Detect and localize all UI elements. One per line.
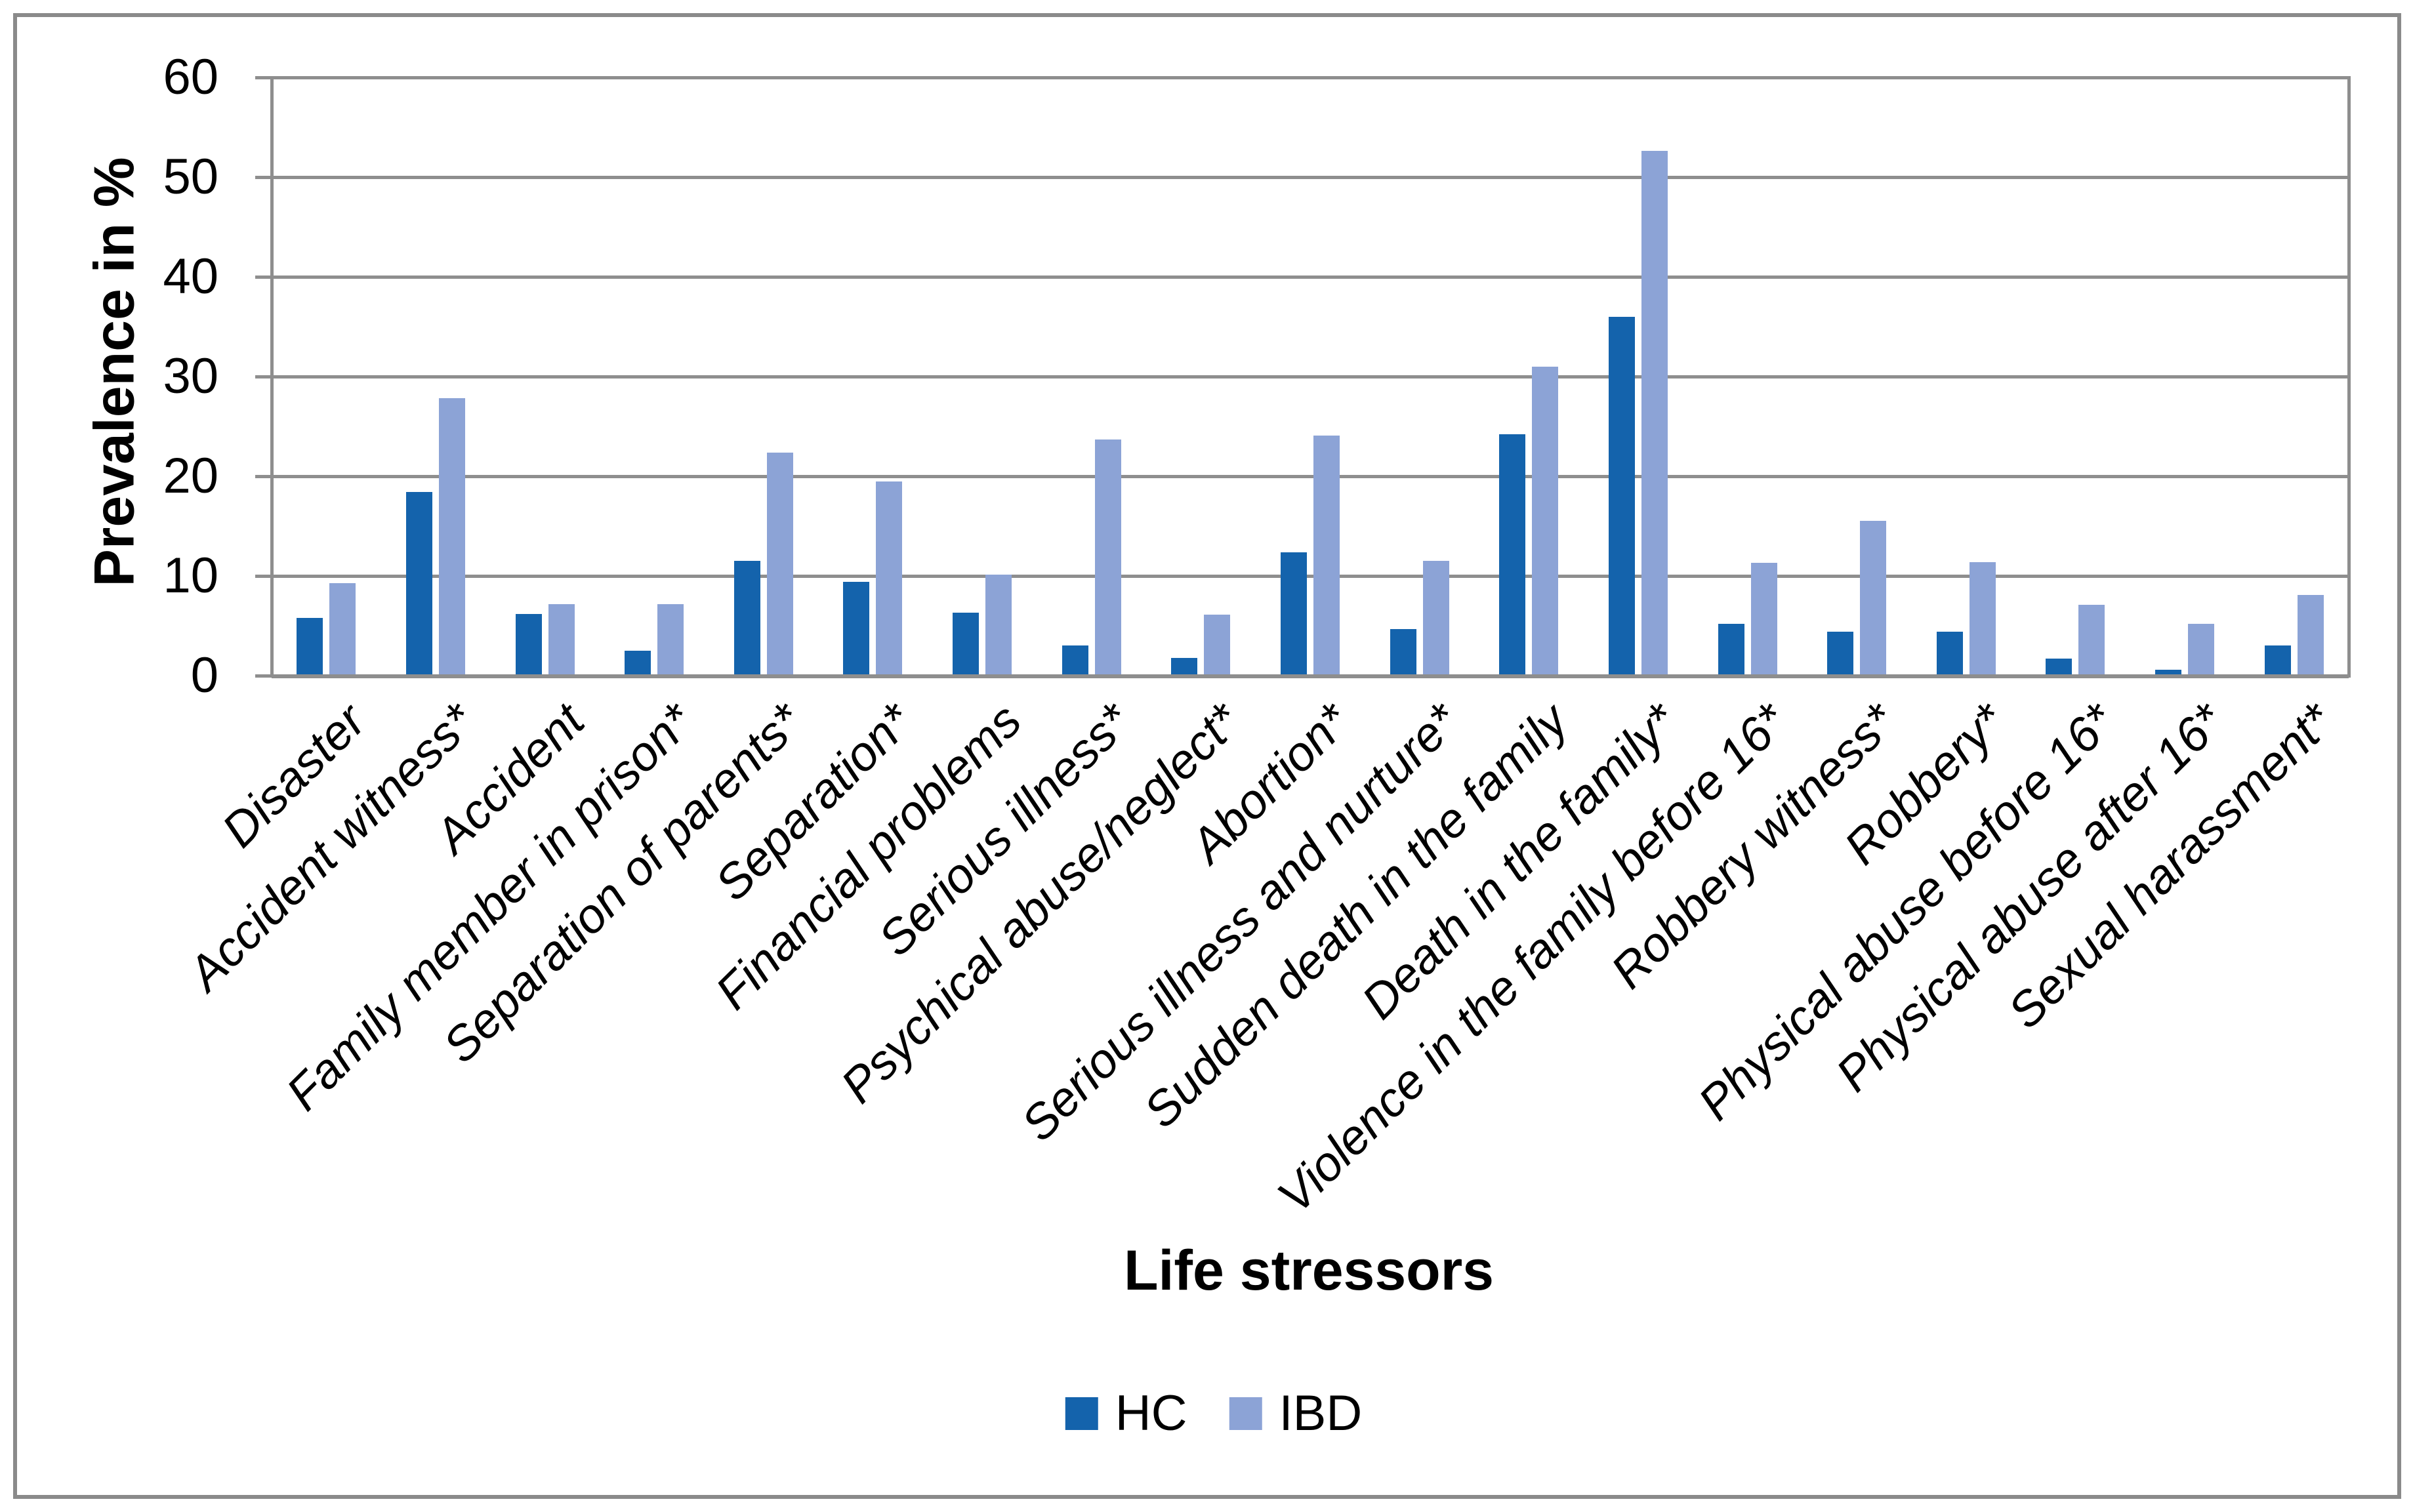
bar-ibd-4 [766,452,793,676]
bar-hc-3 [625,651,651,676]
gridline [272,176,2349,179]
bar-ibd-10 [1422,561,1449,676]
gridline [272,575,2349,578]
y-tick-mark [255,575,272,578]
bar-ibd-9 [1313,435,1340,676]
y-tick-mark [255,375,272,378]
bar-hc-9 [1281,552,1307,676]
bar-ibd-12 [1641,151,1668,676]
y-tick-label: 0 [190,647,218,703]
bar-ibd-18 [2297,594,2324,676]
bar-ibd-3 [657,603,684,676]
x-axis-line [272,674,2349,678]
bar-ibd-11 [1532,366,1559,676]
y-tick-mark [255,176,272,179]
bar-ibd-6 [985,575,1012,676]
y-tick-label: 50 [163,149,218,205]
gridline [272,276,2349,279]
legend-label-ibd: IBD [1279,1385,1363,1441]
bar-ibd-17 [2188,623,2215,676]
legend-label-hc: HC [1115,1385,1187,1441]
bar-hc-4 [733,561,760,676]
gridline [272,76,2349,79]
y-tick-label: 30 [163,348,218,404]
gridline [272,475,2349,478]
bar-ibd-2 [548,603,575,676]
y-axis-line [270,76,274,678]
bar-hc-16 [2046,659,2073,676]
bar-hc-12 [1608,316,1635,676]
bar-hc-18 [2264,645,2291,676]
bar-hc-15 [1936,632,1963,676]
legend-item-hc: HC [1065,1387,1187,1440]
bar-ibd-0 [329,582,356,676]
bar-ibd-7 [1094,439,1121,676]
legend-swatch-ibd [1229,1397,1262,1430]
bar-ibd-5 [876,481,903,676]
y-tick-label: 10 [163,548,218,603]
legend-item-ibd: IBD [1229,1385,1363,1441]
bar-hc-17 [2155,669,2182,676]
y-tick-mark [255,76,272,79]
y-tick-label: 20 [163,448,218,504]
y-tick-mark [255,674,272,678]
bar-hc-11 [1499,434,1526,676]
bar-ibd-16 [2078,605,2105,676]
x-axis-title: Life stressors [1123,1239,1495,1302]
bar-ibd-13 [1750,563,1777,676]
bar-hc-8 [1171,657,1198,676]
bar-ibd-15 [1969,562,1996,676]
bar-ibd-1 [438,398,465,676]
figure-border [13,13,2401,1499]
legend-swatch-hc [1065,1397,1098,1430]
bar-hc-2 [515,613,542,676]
bar-hc-5 [843,582,870,676]
y-tick-mark [255,276,272,279]
y-axis-title: Prevalence in % [83,157,146,587]
bar-ibd-8 [1204,615,1231,676]
plot-right-border [2347,76,2351,678]
bar-ibd-14 [1860,521,1887,676]
y-tick-label: 40 [163,249,218,304]
bar-hc-1 [405,492,432,676]
y-tick-mark [255,475,272,478]
bar-hc-10 [1390,628,1416,676]
bar-hc-14 [1827,632,1854,676]
bar-hc-13 [1718,623,1744,676]
bar-hc-7 [1062,645,1088,676]
legend: HC IBD [1065,1387,1362,1440]
bar-hc-6 [953,613,980,676]
gridline [272,375,2349,378]
bar-hc-0 [297,617,323,676]
y-tick-label: 60 [163,49,218,105]
